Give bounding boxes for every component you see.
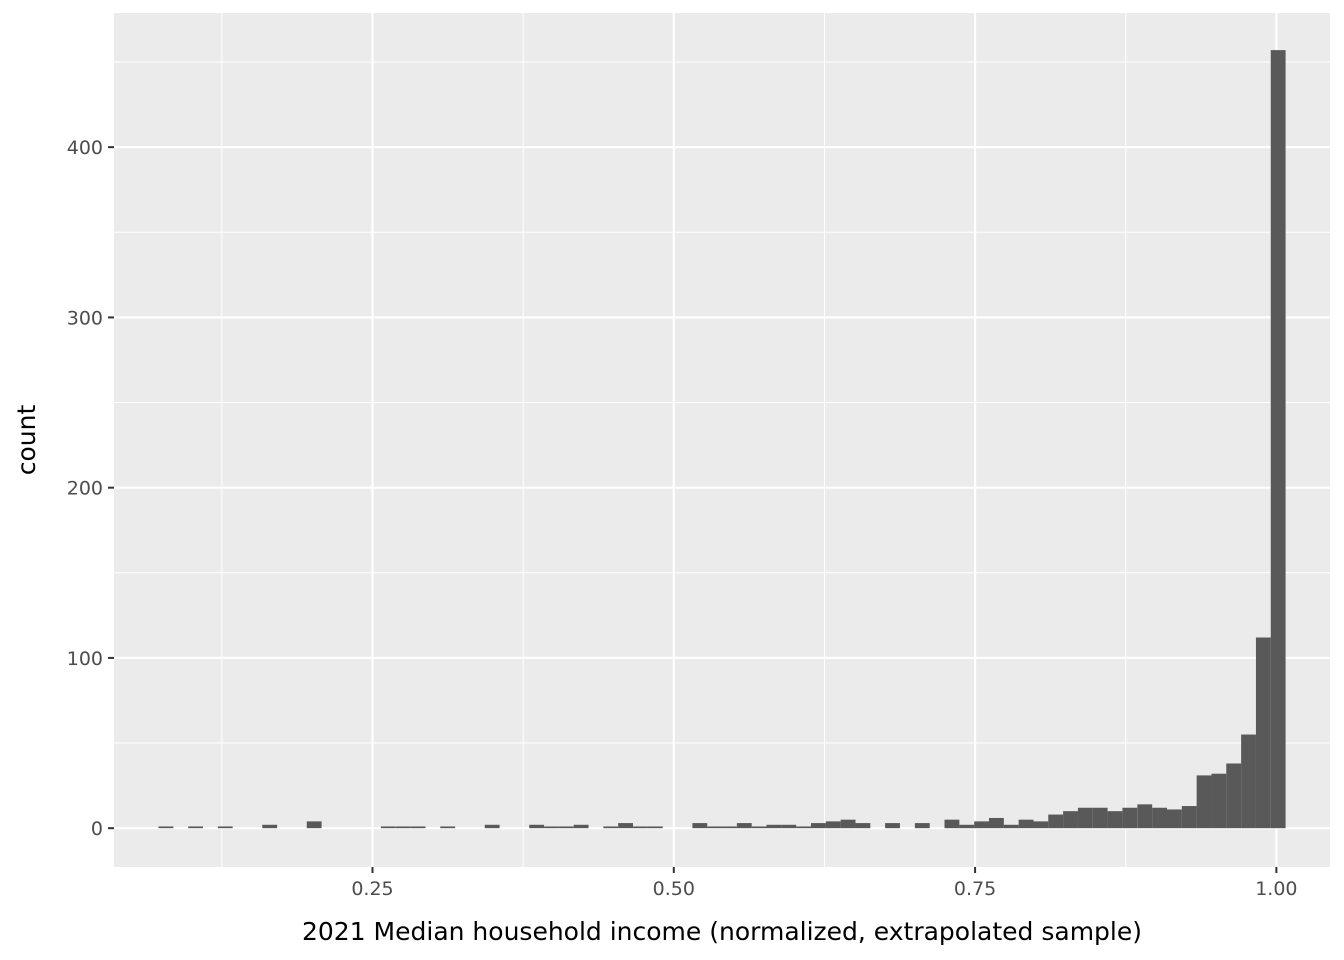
histogram-bar [188, 826, 204, 829]
x-axis-title: 2021 Median household income (normalized… [302, 917, 1142, 946]
histogram-bar [440, 826, 456, 829]
histogram-bar [914, 823, 930, 829]
histogram-bar [855, 823, 871, 829]
histogram-bar [707, 826, 723, 829]
histogram-bar [1196, 775, 1212, 829]
histogram-bar [262, 824, 278, 829]
histogram-bar [1181, 806, 1197, 829]
histogram-bar [722, 826, 737, 829]
histogram-bar [1166, 809, 1182, 829]
y-tick-label: 200 [67, 478, 103, 500]
histogram-bar [796, 826, 812, 829]
histogram-bar [766, 824, 782, 829]
histogram-bar [959, 824, 975, 829]
x-tick-label: 0.25 [351, 878, 393, 900]
histogram-bar [974, 821, 990, 829]
histogram-bar [217, 826, 233, 829]
histogram-bar [1018, 819, 1034, 829]
histogram-bar [810, 823, 826, 829]
histogram-bar [603, 826, 619, 829]
histogram-bar [736, 823, 752, 829]
histogram-bar [618, 823, 634, 829]
histogram-bar [1092, 807, 1108, 829]
histogram-bar [158, 826, 174, 829]
histogram-bar [944, 819, 960, 829]
y-axis-title: count [12, 405, 41, 476]
histogram-bar [410, 826, 426, 829]
histogram-bar [1152, 807, 1168, 829]
histogram-bar [395, 826, 411, 829]
histogram-bar [751, 826, 767, 829]
y-tick-label: 400 [67, 137, 103, 159]
histogram-bar [781, 824, 797, 829]
y-axis: 0 100 200 300 400 [67, 137, 114, 840]
histogram-bar [1137, 804, 1153, 829]
x-tick-label: 1.00 [1255, 878, 1297, 900]
y-tick-label: 100 [67, 648, 103, 670]
histogram-bar [573, 824, 589, 829]
histogram-bar [840, 819, 856, 829]
histogram-bar [825, 821, 841, 829]
histogram-bar [380, 826, 396, 829]
histogram-bar [1003, 824, 1019, 829]
histogram-bar [1122, 807, 1138, 829]
x-axis: 0.25 0.50 0.75 1.00 [351, 867, 1298, 900]
histogram-bar [1241, 734, 1256, 829]
histogram-bar [692, 823, 708, 829]
histogram-bar [885, 823, 900, 829]
histogram-bar [1270, 50, 1286, 829]
y-tick-label: 0 [91, 818, 103, 840]
histogram-bar [484, 824, 500, 829]
histogram-bar [647, 826, 663, 829]
histogram-bar [1077, 807, 1093, 829]
minor-gridlines [114, 13, 1330, 867]
histogram-bars [158, 50, 1286, 829]
histogram-bar [988, 817, 1004, 829]
x-tick-label: 0.75 [954, 878, 996, 900]
histogram-bar [1048, 814, 1064, 829]
histogram-bar [558, 826, 574, 829]
histogram-bar [1033, 821, 1049, 829]
histogram-bar [1107, 811, 1123, 829]
histogram-bar [1211, 773, 1227, 829]
histogram-bar [544, 826, 559, 829]
histogram-bar [529, 824, 545, 829]
histogram-bar [306, 821, 322, 829]
histogram-bar [1226, 763, 1242, 829]
histogram-bar [633, 826, 648, 829]
y-tick-label: 300 [67, 307, 103, 329]
panel-background [114, 13, 1330, 867]
x-tick-label: 0.50 [653, 878, 695, 900]
histogram-bar [1255, 637, 1271, 829]
histogram-bar [1063, 811, 1078, 829]
